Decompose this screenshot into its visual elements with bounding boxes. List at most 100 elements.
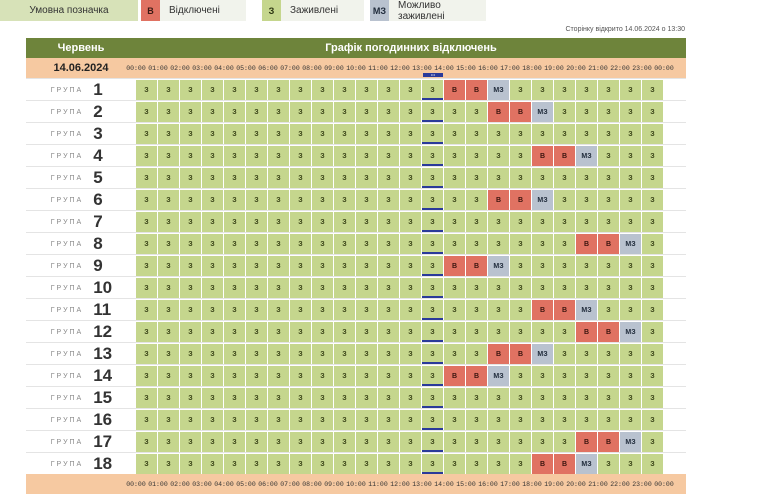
hour-cell-on: З xyxy=(202,256,223,276)
hour-label: 03:00 xyxy=(192,480,212,488)
hour-cell-on: З xyxy=(246,344,267,364)
hour-cell-on: З xyxy=(246,190,267,210)
hour-cell-on: З xyxy=(554,256,575,276)
group-row: ГРУПА 12 З З З З З З З З З З З З З З З З З З З З В В МЗ З xyxy=(26,320,686,343)
group-row: ГРУПА 8 З З З З З З З З З З З З З З З З З З З З В В МЗ З xyxy=(26,232,686,255)
hour-label: 10:00 xyxy=(346,480,366,488)
group-label: ГРУПА xyxy=(50,394,84,402)
legend-label-off: Відключені xyxy=(160,0,246,21)
hour-cell-on: З xyxy=(290,190,311,210)
hour-cell-on: З xyxy=(378,344,399,364)
legend-title: Умовна позначка xyxy=(0,0,138,21)
hour-cell-maybe: МЗ xyxy=(532,190,553,210)
hour-cell-on: З xyxy=(202,388,223,408)
hour-label: 04:00 xyxy=(214,480,234,488)
hour-cell-on: З xyxy=(224,344,245,364)
hour-cell-on: З xyxy=(466,300,487,320)
hour-cell-on: З xyxy=(466,234,487,254)
hour-cell-on: З xyxy=(576,278,597,298)
hour-cell-on: З xyxy=(356,300,377,320)
hour-cell-on: З xyxy=(598,168,619,188)
hour-cell-on: З xyxy=(312,322,333,342)
hour-cell-on: З xyxy=(312,146,333,166)
hour-cell-on: З xyxy=(378,80,399,100)
hour-cell-maybe: МЗ xyxy=(576,146,597,166)
hour-cell-on: З xyxy=(510,146,531,166)
hour-cell-on: З xyxy=(136,388,157,408)
hour-label: 11:00 xyxy=(368,480,388,488)
hour-cell-on: З xyxy=(180,366,201,386)
hour-label: 19:00 xyxy=(544,480,564,488)
hour-cell-on: З xyxy=(334,432,355,452)
hour-cell-on: З xyxy=(224,102,245,122)
hour-cell-on: З xyxy=(378,234,399,254)
hour-cell-on: З xyxy=(224,80,245,100)
hour-cell-on: З xyxy=(554,212,575,232)
hour-cell-on: З xyxy=(444,168,465,188)
hour-cell-on: З xyxy=(444,190,465,210)
hour-cell-off: В xyxy=(488,102,509,122)
hour-cell-on: З xyxy=(268,190,289,210)
hour-cell-on: З xyxy=(400,168,421,188)
hour-cell-on: З xyxy=(180,190,201,210)
hour-cell-on: З xyxy=(510,124,531,144)
hour-cell-on: З xyxy=(532,432,553,452)
hour-cell-on: З xyxy=(510,212,531,232)
hour-cell-on: З xyxy=(378,388,399,408)
hour-cell-on: З xyxy=(466,410,487,430)
hour-label: 02:00 xyxy=(170,64,190,72)
hour-cell-on: З xyxy=(400,300,421,320)
hour-label: 21:00 xyxy=(588,64,608,72)
hour-cell-on: З xyxy=(620,366,641,386)
hour-cell-on: З xyxy=(400,344,421,364)
hour-cell-on: З xyxy=(444,278,465,298)
group-label: ГРУПА xyxy=(50,438,84,446)
hour-cell-on: З xyxy=(576,124,597,144)
hour-cell-on: З xyxy=(554,410,575,430)
hour-cell-on: З xyxy=(268,432,289,452)
hour-cell-on: З xyxy=(576,410,597,430)
hour-cell-on: З xyxy=(224,212,245,232)
hour-cell-on: З xyxy=(642,168,663,188)
hour-cell-on: З xyxy=(158,234,179,254)
group-row: ГРУПА 10 З З З З З З З З З З З З З З З З З З З З З З З З xyxy=(26,276,686,299)
hour-cell-on: З xyxy=(422,102,443,122)
hour-cell-on: З xyxy=(312,454,333,474)
hour-cell-maybe: МЗ xyxy=(620,322,641,342)
hour-cell-on: З xyxy=(136,190,157,210)
hour-label: 12:00 xyxy=(390,64,410,72)
hour-cell-on: З xyxy=(356,212,377,232)
hour-label: 07:00 xyxy=(280,64,300,72)
hour-cell-on: З xyxy=(158,322,179,342)
hour-cell-on: З xyxy=(312,190,333,210)
hour-cell-on: З xyxy=(400,278,421,298)
schedule-title: Графік погодинних відключень xyxy=(325,42,497,54)
group-name: ГРУПА 4 xyxy=(26,145,136,167)
hour-cell-on: З xyxy=(466,146,487,166)
hour-cell-on: З xyxy=(334,80,355,100)
hour-cell-on: З xyxy=(290,124,311,144)
page-opened-timestamp: Сторінку відкрито 14.06.2024 о 13:30 xyxy=(565,26,686,33)
hour-cell-maybe: МЗ xyxy=(532,102,553,122)
hour-cell-on: З xyxy=(642,102,663,122)
hour-cell-on: З xyxy=(532,168,553,188)
hour-cell-on: З xyxy=(246,256,267,276)
hour-cell-on: З xyxy=(290,168,311,188)
hour-cell-on: З xyxy=(290,366,311,386)
hour-cell-on: З xyxy=(202,124,223,144)
hour-cell-on: З xyxy=(158,278,179,298)
hour-cell-on: З xyxy=(466,322,487,342)
group-number: 8 xyxy=(93,234,103,253)
hour-cell-on: З xyxy=(136,454,157,474)
hour-cell-on: З xyxy=(444,124,465,144)
hour-label: 05:00 xyxy=(236,480,256,488)
hour-cell-on: З xyxy=(400,146,421,166)
hour-cell-on: З xyxy=(422,146,443,166)
hour-cell-on: З xyxy=(136,278,157,298)
hour-cell-on: З xyxy=(400,102,421,122)
hour-cell-on: З xyxy=(246,212,267,232)
hour-cell-on: З xyxy=(356,278,377,298)
hour-cell-on: З xyxy=(488,168,509,188)
hour-cell-on: З xyxy=(246,168,267,188)
hour-cell-on: З xyxy=(180,168,201,188)
